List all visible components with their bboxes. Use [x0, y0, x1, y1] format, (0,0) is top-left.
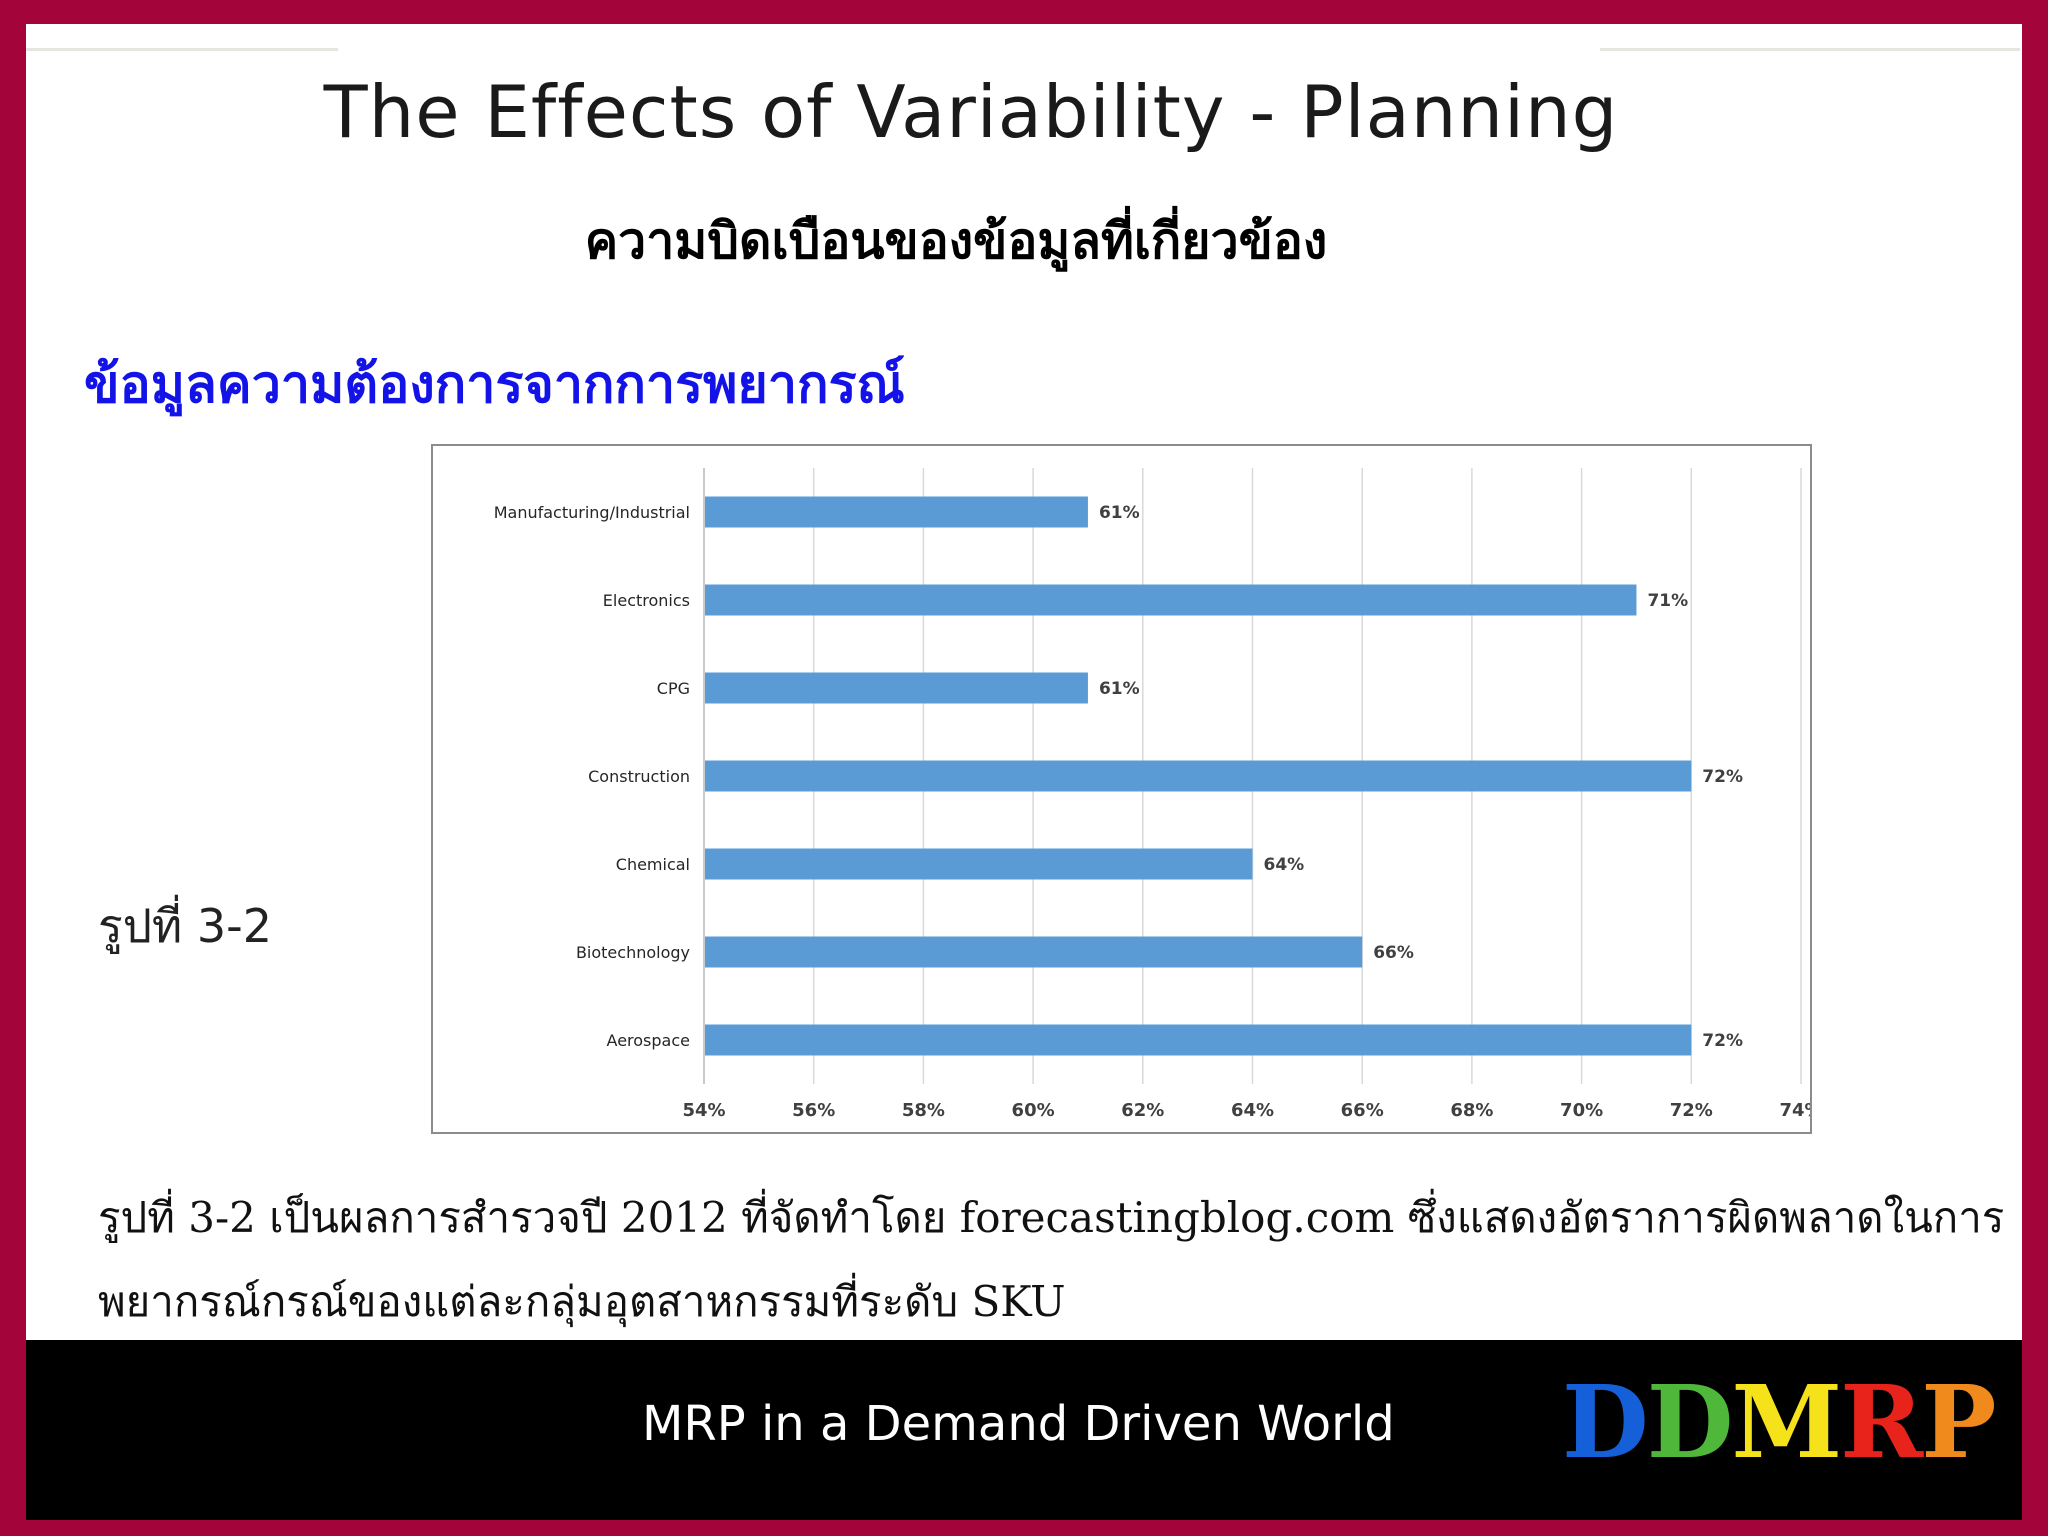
ddmrp-logo: DDMRP — [1562, 1363, 1996, 1481]
footer-bar: MRP in a Demand Driven World DDMRP — [26, 1340, 2022, 1520]
category-label: Construction — [588, 767, 690, 786]
x-tick-label: 54% — [682, 1100, 725, 1121]
x-tick-label: 58% — [902, 1100, 945, 1121]
data-label: 72% — [1702, 767, 1743, 787]
data-label: 61% — [1099, 503, 1140, 523]
x-tick-label: 66% — [1341, 1100, 1384, 1121]
data-label: 61% — [1099, 679, 1140, 699]
caption-line-1: รูปที่ 3-2 เป็นผลการสำรวจปี 2012 ที่จัดท… — [98, 1193, 2005, 1242]
bar — [705, 760, 1692, 792]
bar — [705, 672, 1088, 704]
figure-caption: รูปที่ 3-2 เป็นผลการสำรวจปี 2012 ที่จัดท… — [98, 1176, 2005, 1340]
data-label: 66% — [1373, 943, 1414, 963]
bar — [705, 1024, 1692, 1056]
category-label: Manufacturing/Industrial — [494, 503, 690, 522]
bar-chart: 54% 56% 58% 60% 62% 64% 66% 68% 70% 72% 74% Manufac… — [431, 444, 1812, 1134]
x-tick-label: 56% — [792, 1100, 835, 1121]
x-tick-label: 60% — [1012, 1100, 1055, 1121]
category-label: CPG — [657, 679, 690, 698]
x-tick-label: 64% — [1231, 1100, 1274, 1121]
category-label: Chemical — [616, 855, 690, 874]
logo-letter-2: D — [1646, 1363, 1734, 1481]
x-tick-label: 62% — [1121, 1100, 1164, 1121]
footer-text: MRP in a Demand Driven World — [642, 1396, 1395, 1452]
top-rule-left — [26, 48, 338, 51]
x-tick-label: 70% — [1560, 1100, 1603, 1121]
data-label: 71% — [1647, 591, 1688, 611]
logo-letter-1: D — [1562, 1363, 1649, 1481]
category-label: Electronics — [603, 591, 690, 610]
logo-letter-4: R — [1840, 1363, 1923, 1481]
bar — [705, 848, 1253, 880]
data-label: 64% — [1264, 855, 1305, 875]
x-tick-label: 68% — [1450, 1100, 1493, 1121]
data-label: 72% — [1702, 1031, 1743, 1051]
section-heading: ข้อมูลความต้องการจากการพยากรณ์ — [84, 354, 905, 415]
bar — [705, 496, 1088, 528]
category-label: Biotechnology — [576, 943, 690, 962]
figure-label: รูปที่ 3-2 — [98, 899, 272, 953]
top-rule-right — [1600, 48, 2020, 51]
bar-chart-svg: 54% 56% 58% 60% 62% 64% 66% 68% 70% 72% 74% Manufac… — [494, 468, 1810, 1121]
caption-line-2: พยากรณ์กรณ์ของแต่ละกลุ่มอุตสาหกรรมที่ระด… — [98, 1277, 1066, 1326]
bar — [705, 936, 1363, 968]
bar — [705, 584, 1637, 616]
x-tick-label: 74% — [1779, 1100, 1810, 1121]
slide-title: The Effects of Variability - Planning — [323, 70, 1619, 154]
x-tick-label: 72% — [1670, 1100, 1713, 1121]
slide-subtitle: ความบิดเบือนของข้อมูลที่เกี่ยวข้อง — [584, 211, 1328, 270]
slide: The Effects of Variability - Planning คว… — [26, 24, 2022, 1340]
logo-letter-3: M — [1731, 1363, 1842, 1481]
logo-letter-5: P — [1921, 1363, 1996, 1481]
category-label: Aerospace — [607, 1031, 690, 1050]
